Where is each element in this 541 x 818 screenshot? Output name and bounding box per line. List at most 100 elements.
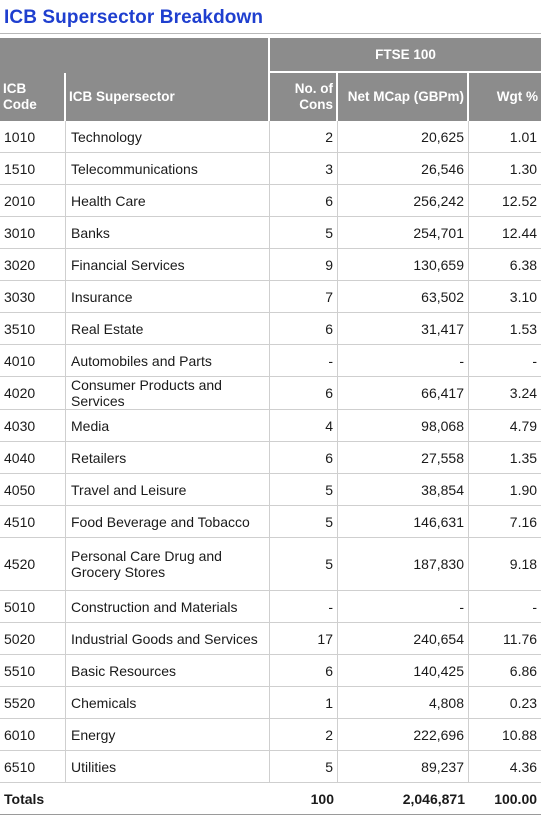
cell-cons: - (270, 591, 338, 623)
table-row: 5010 Construction and Materials - - - (0, 591, 541, 623)
table-row: 3010 Banks 5 254,701 12.44 (0, 217, 541, 249)
cell-wgt: 12.52 (469, 185, 541, 217)
cell-code: 3510 (0, 313, 66, 345)
cell-wgt: 1.30 (469, 153, 541, 185)
cell-cons: 2 (270, 121, 338, 153)
totals-label: Totals (0, 783, 66, 815)
cell-mcap: 254,701 (338, 217, 469, 249)
cell-cons: 6 (270, 442, 338, 474)
cell-wgt: 12.44 (469, 217, 541, 249)
cell-mcap: 187,830 (338, 538, 469, 591)
col-header-supersector: ICB Supersector (66, 73, 270, 121)
cell-cons: 5 (270, 474, 338, 506)
cell-code: 4510 (0, 506, 66, 538)
table-row: 6010 Energy 2 222,696 10.88 (0, 719, 541, 751)
cell-code: 4020 (0, 377, 66, 410)
cell-code: 4520 (0, 538, 66, 591)
cell-code: 5010 (0, 591, 66, 623)
cell-supersector: Automobiles and Parts (66, 345, 270, 377)
cell-supersector: Utilities (66, 751, 270, 783)
cell-mcap: 63,502 (338, 281, 469, 313)
cell-supersector: Technology (66, 121, 270, 153)
cell-supersector: Media (66, 410, 270, 442)
cell-supersector: Retailers (66, 442, 270, 474)
table-row: 4510 Food Beverage and Tobacco 5 146,631 7.1… (0, 506, 541, 538)
cell-mcap: 26,546 (338, 153, 469, 185)
page-title: ICB Supersector Breakdown (4, 7, 264, 28)
cell-code: 5020 (0, 623, 66, 655)
cell-supersector: Food Beverage and Tobacco (66, 506, 270, 538)
cell-supersector: Industrial Goods and Services (66, 623, 270, 655)
cell-code: 5520 (0, 687, 66, 719)
totals-blank (66, 783, 270, 815)
col-header-cons-line2: Cons (299, 97, 333, 112)
cell-cons: - (270, 345, 338, 377)
cell-code: 4040 (0, 442, 66, 474)
cell-wgt: 7.16 (469, 506, 541, 538)
cell-mcap: 240,654 (338, 623, 469, 655)
table-row: 3030 Insurance 7 63,502 3.10 (0, 281, 541, 313)
group-header-blank (0, 38, 270, 73)
cell-cons: 5 (270, 506, 338, 538)
totals-cons: 100 (270, 783, 338, 815)
col-header-code: ICB Code (0, 73, 66, 121)
cell-supersector: Chemicals (66, 687, 270, 719)
cell-supersector: Energy (66, 719, 270, 751)
cell-cons: 7 (270, 281, 338, 313)
cell-wgt: 1.35 (469, 442, 541, 474)
cell-wgt: 11.76 (469, 623, 541, 655)
cell-code: 1510 (0, 153, 66, 185)
cell-supersector: Basic Resources (66, 655, 270, 687)
cell-mcap: 98,068 (338, 410, 469, 442)
table-row: 5020 Industrial Goods and Services 17 240,6… (0, 623, 541, 655)
table-row: 3510 Real Estate 6 31,417 1.53 (0, 313, 541, 345)
cell-supersector: Consumer Products and Services (66, 377, 270, 410)
cell-code: 3030 (0, 281, 66, 313)
cell-wgt: - (469, 591, 541, 623)
cell-supersector: Financial Services (66, 249, 270, 281)
cell-mcap: 4,808 (338, 687, 469, 719)
cell-code: 5510 (0, 655, 66, 687)
cell-supersector: Insurance (66, 281, 270, 313)
cell-wgt: 4.79 (469, 410, 541, 442)
table-row: 4520 Personal Care Drug and Grocery Store… (0, 538, 541, 591)
cell-mcap: 256,242 (338, 185, 469, 217)
cell-mcap: 130,659 (338, 249, 469, 281)
col-header-cons: No. of Cons (270, 73, 338, 121)
cell-code: 4050 (0, 474, 66, 506)
cell-wgt: 4.36 (469, 751, 541, 783)
cell-code: 6510 (0, 751, 66, 783)
cell-cons: 17 (270, 623, 338, 655)
totals-row: Totals 100 2,046,871 100.00 (0, 783, 541, 815)
table-row: 1510 Telecommunications 3 26,546 1.30 (0, 153, 541, 185)
cell-supersector: Health Care (66, 185, 270, 217)
table-row: 4050 Travel and Leisure 5 38,854 1.90 (0, 474, 541, 506)
supersector-table: FTSE 100 ICB Code ICB Supersector No. of… (0, 38, 541, 815)
cell-mcap: 89,237 (338, 751, 469, 783)
cell-wgt: 3.10 (469, 281, 541, 313)
cell-wgt: 1.90 (469, 474, 541, 506)
cell-cons: 6 (270, 185, 338, 217)
cell-mcap: 20,625 (338, 121, 469, 153)
cell-wgt: 3.24 (469, 377, 541, 410)
column-header-row: ICB Code ICB Supersector No. of Cons Net … (0, 73, 541, 121)
table-row: 6510 Utilities 5 89,237 4.36 (0, 751, 541, 783)
cell-cons: 6 (270, 655, 338, 687)
cell-mcap: - (338, 345, 469, 377)
cell-supersector: Construction and Materials (66, 591, 270, 623)
cell-cons: 3 (270, 153, 338, 185)
cell-cons: 2 (270, 719, 338, 751)
cell-mcap: 66,417 (338, 377, 469, 410)
cell-cons: 6 (270, 377, 338, 410)
cell-mcap: 31,417 (338, 313, 469, 345)
cell-supersector: Telecommunications (66, 153, 270, 185)
cell-cons: 5 (270, 217, 338, 249)
table-row: 2010 Health Care 6 256,242 12.52 (0, 185, 541, 217)
cell-mcap: 222,696 (338, 719, 469, 751)
cell-wgt: 1.01 (469, 121, 541, 153)
cell-supersector: Travel and Leisure (66, 474, 270, 506)
cell-cons: 5 (270, 538, 338, 591)
col-header-mcap: Net MCap (GBPm) (338, 73, 469, 121)
table-row: 5510 Basic Resources 6 140,425 6.86 (0, 655, 541, 687)
cell-cons: 6 (270, 313, 338, 345)
